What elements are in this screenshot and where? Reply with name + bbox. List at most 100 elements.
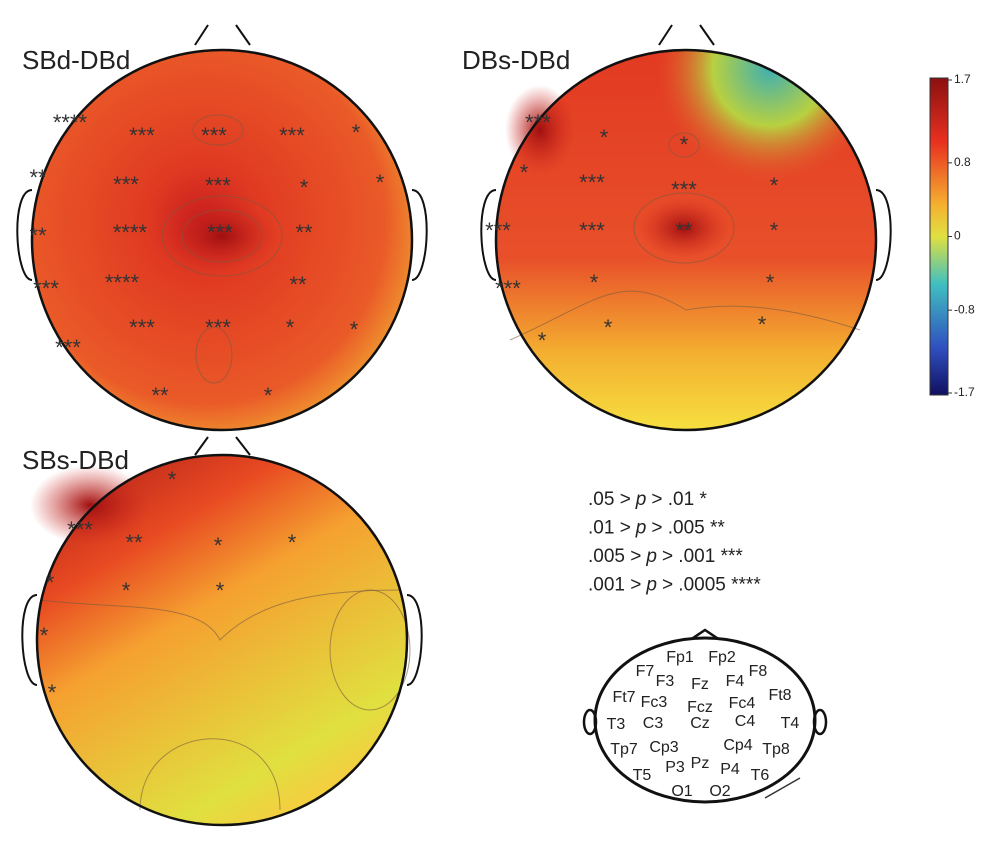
- colorbar: [929, 77, 949, 396]
- electrode-label: Cp3: [649, 739, 678, 756]
- significance-mark: *: [122, 578, 131, 603]
- electrode-label: T3: [607, 716, 626, 733]
- legend-text: .005 >: [588, 546, 641, 567]
- significance-mark: ***: [205, 173, 231, 198]
- legend-entry: .001 > p > .0005 ****: [588, 575, 761, 596]
- electrode-label: F3: [656, 673, 675, 690]
- colorbar-tick-label: 1.7: [954, 72, 971, 86]
- significance-mark: *: [46, 570, 55, 595]
- legend-entry: .01 > p > .005 **: [588, 518, 725, 539]
- electrode-label: T5: [633, 767, 652, 784]
- significance-mark: *: [216, 578, 225, 603]
- electrode-label: C3: [643, 715, 664, 732]
- map-title: DBs-DBd: [462, 45, 570, 75]
- significance-mark: *: [168, 467, 177, 492]
- significance-mark: **: [675, 218, 693, 243]
- electrode-key: [582, 628, 828, 804]
- significance-mark: *: [770, 173, 779, 198]
- significance-mark: ***: [579, 218, 605, 243]
- significance-mark: *: [300, 175, 309, 200]
- significance-mark: *: [286, 315, 295, 340]
- legend-text: > .01 *: [651, 489, 707, 510]
- significance-mark: **: [295, 220, 313, 245]
- electrode-label: F8: [749, 663, 768, 680]
- significance-mark: ***: [671, 177, 697, 202]
- significance-mark: ***: [205, 315, 231, 340]
- electrode-label: Ft8: [768, 687, 791, 704]
- significance-mark: ***: [113, 172, 139, 197]
- significance-mark: **: [151, 383, 169, 408]
- significance-mark: *: [352, 120, 361, 145]
- topomaps: [16, 24, 892, 827]
- map: [16, 24, 428, 432]
- electrode-label: Fp1: [666, 649, 694, 666]
- significance-mark: **: [125, 530, 143, 555]
- significance-mark: *: [770, 218, 779, 243]
- electrode-label: T6: [751, 767, 770, 784]
- significance-mark: ***: [279, 123, 305, 148]
- significance-mark: *: [40, 623, 49, 648]
- colorbar-tick-label: -0.8: [954, 302, 975, 316]
- significance-mark: *: [680, 132, 689, 157]
- significance-mark: ***: [33, 276, 59, 301]
- significance-mark: ***: [201, 123, 227, 148]
- electrode-label: P3: [665, 759, 685, 776]
- significance-mark: *: [350, 317, 359, 342]
- significance-mark: ***: [485, 218, 511, 243]
- significance-mark: ***: [525, 110, 551, 135]
- significance-mark: *: [376, 170, 385, 195]
- electrode-label: Fp2: [708, 649, 736, 666]
- electrode-label: P4: [720, 761, 740, 778]
- legend-p: p: [645, 546, 657, 567]
- legend-p: p: [635, 518, 647, 539]
- significance-mark: **: [289, 272, 307, 297]
- electrode-label: Ft7: [612, 689, 635, 706]
- electrode-label: Fc4: [729, 695, 756, 712]
- significance-mark: ***: [495, 276, 521, 301]
- significance-mark: ****: [113, 220, 148, 245]
- significance-mark: ****: [105, 270, 140, 295]
- legend-text: > .005 **: [651, 518, 725, 539]
- electrode-label: Fz: [691, 676, 709, 693]
- legend-p: p: [645, 575, 657, 596]
- map: [21, 436, 423, 827]
- electrode-label: O1: [671, 783, 692, 800]
- electrode-label: Fc3: [641, 694, 668, 711]
- legend-text: > .001 ***: [662, 546, 743, 567]
- electrode-label: Cp4: [723, 737, 752, 754]
- significance-mark: **: [29, 165, 47, 190]
- significance-mark: *: [590, 270, 599, 295]
- significance-mark: ***: [129, 315, 155, 340]
- significance-mark: *: [600, 125, 609, 150]
- map-title: SBs-DBd: [22, 445, 129, 475]
- significance-mark: ***: [207, 220, 233, 245]
- electrode-label: Pz: [691, 755, 710, 772]
- colorbar-tick-label: 0.8: [954, 155, 971, 169]
- electrode-label: C4: [735, 713, 756, 730]
- electrode-label: Fcz: [687, 699, 713, 716]
- map: [480, 24, 892, 432]
- colorbar-tick-label: 0: [954, 229, 961, 243]
- significance-mark: *: [288, 530, 297, 555]
- legend-entry: .05 > p > .01 *: [588, 489, 707, 510]
- legend-p: p: [635, 489, 647, 510]
- legend-text: .05 >: [588, 489, 631, 510]
- electrode-label: Tp7: [610, 741, 638, 758]
- electrode-label: F7: [636, 663, 655, 680]
- legend-text: > .0005 ****: [662, 575, 761, 596]
- electrode-label: T4: [781, 715, 800, 732]
- legend-text: .01 >: [588, 518, 631, 539]
- significance-mark: *: [604, 315, 613, 340]
- legend-text: .001 >: [588, 575, 641, 596]
- colorbar-tick-label: -1.7: [954, 385, 975, 399]
- significance-mark: *: [758, 312, 767, 337]
- significance-mark: *: [766, 270, 775, 295]
- legend-entry: .005 > p > .001 ***: [588, 546, 743, 567]
- significance-mark: ***: [579, 170, 605, 195]
- significance-mark: ***: [67, 517, 93, 542]
- significance-mark: **: [29, 223, 47, 248]
- electrode-label: Cz: [690, 715, 710, 732]
- significance-mark: *: [214, 533, 223, 558]
- significance-mark: ***: [129, 123, 155, 148]
- map-title: SBd-DBd: [22, 45, 130, 75]
